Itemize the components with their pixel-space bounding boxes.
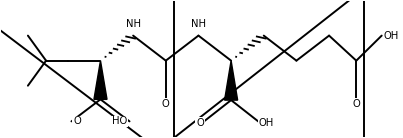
Text: O: O	[352, 99, 360, 109]
Text: HO: HO	[112, 116, 128, 126]
Text: NH: NH	[191, 19, 206, 29]
Text: OH: OH	[384, 31, 399, 41]
Text: NH: NH	[126, 19, 141, 29]
Polygon shape	[94, 61, 107, 99]
Polygon shape	[224, 61, 238, 100]
Text: O: O	[162, 99, 170, 109]
Text: O: O	[196, 118, 204, 128]
Text: OH: OH	[258, 118, 274, 128]
Text: O: O	[73, 116, 81, 126]
